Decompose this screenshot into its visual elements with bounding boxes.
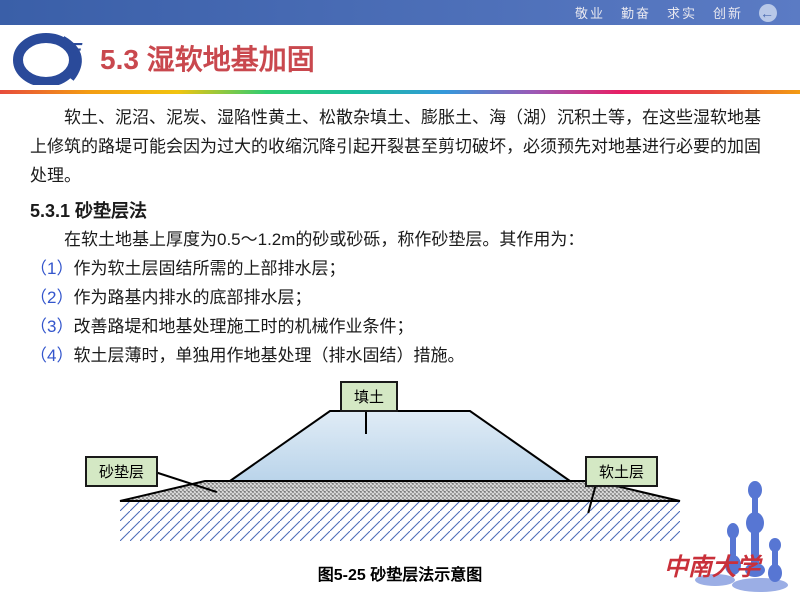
- title-row: E 5.3 湿软地基加固: [0, 25, 800, 85]
- list-item: （3）改善路堤和地基处理施工时的机械作业条件；: [30, 313, 770, 342]
- list-text: 改善路堤和地基处理施工时的机械作业条件；: [73, 313, 413, 342]
- list-item: （2）作为路基内排水的底部排水层；: [30, 284, 770, 313]
- body-text: 在软土地基上厚度为0.5～1.2m的砂或砂砾，称作砂垫层。其作用为：: [30, 226, 770, 255]
- list-num: （1）: [30, 255, 73, 284]
- list-num: （3）: [30, 313, 73, 342]
- sub-section-title: 5.3.1 砂垫层法: [30, 196, 770, 227]
- diagram: 填土 砂垫层 软土层: [30, 381, 770, 556]
- svg-text:E: E: [70, 40, 83, 60]
- label-sand: 砂垫层: [85, 456, 158, 487]
- list-text: 作为路基内排水的底部排水层；: [73, 284, 311, 313]
- header-motto-bar: 敬业 勤奋 求实 创新 ←: [0, 0, 800, 25]
- intro-paragraph: 软土、泥沼、泥炭、湿陷性黄土、松散杂填土、膨胀土、海（湖）沉积土等，在这些湿软地…: [30, 104, 770, 191]
- list-item: （1）作为软土层固结所需的上部排水层；: [30, 255, 770, 284]
- university-name: 中南大学: [664, 547, 760, 582]
- back-arrow-icon: ←: [759, 4, 777, 22]
- page-title: 5.3 湿软地基加固: [100, 38, 315, 78]
- motto: 敬业: [575, 3, 605, 22]
- label-soft: 软土层: [585, 456, 658, 487]
- list-num: （2）: [30, 284, 73, 313]
- list-text: 软土层薄时，单独用作地基处理（排水固结）措施。: [73, 342, 464, 371]
- list-num: （4）: [30, 342, 73, 371]
- motto: 创新: [713, 3, 743, 22]
- leader-line: [365, 409, 367, 434]
- list-text: 作为软土层固结所需的上部排水层；: [73, 255, 345, 284]
- logo: E: [10, 30, 90, 85]
- label-fill: 填土: [340, 381, 398, 412]
- content-area: 软土、泥沼、泥炭、湿陷性黄土、松散杂填土、膨胀土、海（湖）沉积土等，在这些湿软地…: [0, 94, 800, 381]
- motto: 勤奋: [621, 3, 651, 22]
- motto: 求实: [667, 3, 697, 22]
- list-item: （4）软土层薄时，单独用作地基处理（排水固结）措施。: [30, 342, 770, 371]
